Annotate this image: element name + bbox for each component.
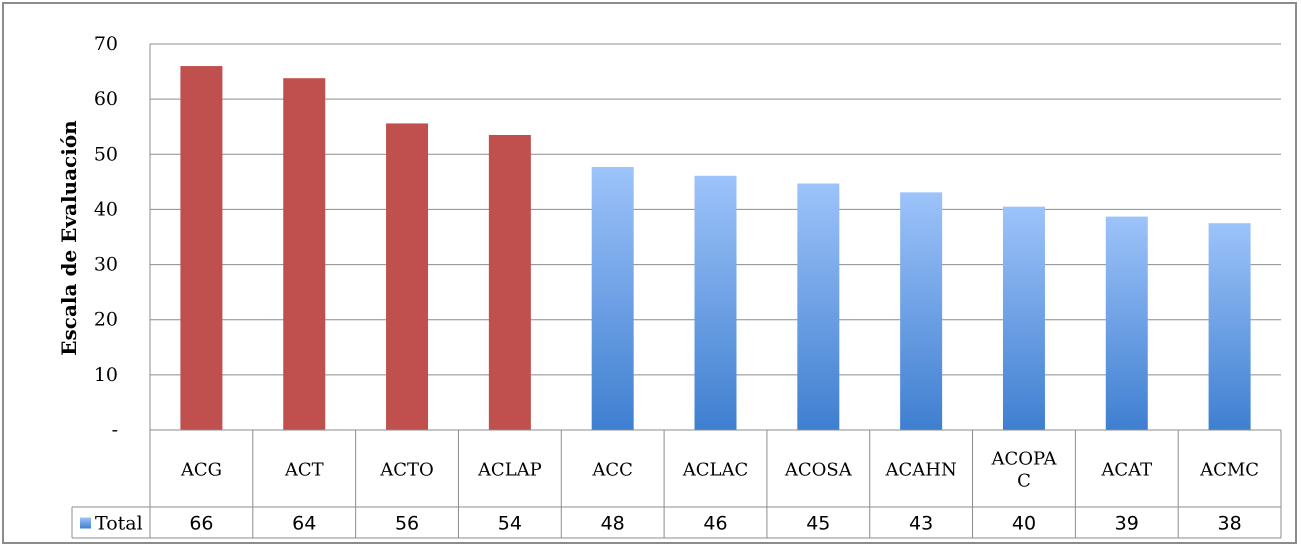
y-tick-label: - — [112, 419, 118, 441]
category-label: ACC — [591, 460, 633, 481]
category-label: ACOSA — [784, 460, 853, 481]
category-label: ACAHN — [885, 460, 957, 481]
category-label: ACAT — [1100, 460, 1152, 481]
bar-acopac — [1002, 206, 1045, 430]
bar-aclap — [488, 134, 531, 430]
value-label: 46 — [703, 513, 727, 535]
bar-acahn — [900, 192, 943, 430]
y-tick-label: 30 — [94, 254, 118, 276]
category-label: ACG — [180, 460, 222, 481]
bar-acosa — [797, 183, 840, 430]
value-label: 45 — [806, 513, 830, 535]
value-label: 66 — [189, 513, 213, 535]
y-tick-label: 40 — [94, 198, 118, 220]
y-tick-label: 50 — [94, 143, 118, 165]
bar-acat — [1105, 216, 1148, 430]
value-label: 38 — [1217, 513, 1241, 535]
y-axis-label: Escala de Evaluación — [57, 120, 81, 356]
category-label: ACLAC — [682, 460, 749, 481]
legend-series-name: Total — [95, 513, 143, 535]
bar-acc — [591, 166, 634, 430]
value-label: 56 — [395, 513, 419, 535]
bar-acg — [180, 66, 223, 431]
y-axis-ticks: - 10 20 30 40 50 60 70 — [94, 33, 118, 441]
bars — [180, 66, 1251, 431]
legend-key — [80, 517, 91, 529]
y-tick-label: 70 — [94, 33, 118, 55]
bar-act — [283, 78, 326, 430]
bar-acmc — [1208, 223, 1251, 430]
gridlines — [149, 43, 1281, 538]
y-tick-label: 10 — [94, 364, 118, 386]
y-tick-label: 60 — [94, 88, 118, 110]
category-label: C — [1017, 471, 1031, 492]
category-label: ACTO — [379, 460, 434, 481]
category-label: ACMC — [1199, 460, 1259, 481]
value-label: 43 — [909, 513, 933, 535]
y-tick-label: 20 — [94, 309, 118, 331]
value-label: 40 — [1012, 513, 1036, 535]
value-label: 64 — [292, 513, 316, 535]
value-label: 48 — [601, 513, 625, 535]
category-label: ACT — [284, 460, 324, 481]
bar-acto — [386, 123, 429, 431]
category-label: ACOPA — [990, 449, 1057, 470]
value-label: 39 — [1115, 513, 1139, 535]
bar-aclac — [694, 175, 737, 430]
value-label: 54 — [498, 513, 522, 535]
category-label: ACLAP — [477, 460, 542, 481]
